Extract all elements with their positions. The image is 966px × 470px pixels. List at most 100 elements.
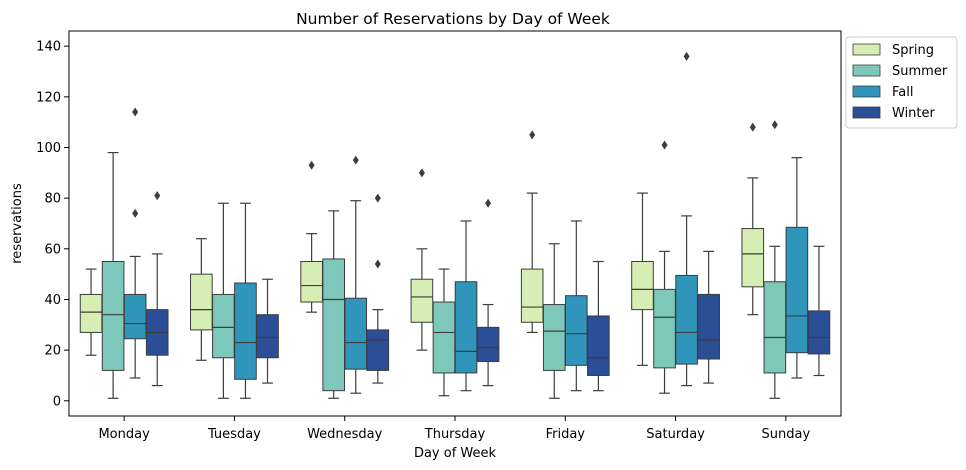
outlier-point: [683, 51, 690, 61]
box-spring-thursday: [410, 168, 434, 351]
box-iqr: [520, 268, 544, 323]
box-fall-saturday: [675, 51, 698, 387]
box-fall-thursday: [454, 220, 478, 392]
box-iqr: [542, 304, 566, 371]
box-iqr: [763, 281, 787, 374]
box-iqr: [101, 260, 125, 371]
box-iqr: [300, 260, 323, 303]
outlier-point: [661, 140, 668, 150]
series-spring: [79, 122, 765, 366]
box-iqr: [807, 310, 831, 355]
outlier-point: [132, 107, 139, 117]
y-tick-label: 100: [36, 141, 61, 156]
y-tick-label: 60: [44, 242, 61, 257]
legend: Spring Summer Fall Winter: [845, 36, 958, 129]
box-winter-saturday: [697, 250, 720, 384]
outlier-point: [154, 191, 161, 201]
x-tick-label: Wednesday: [307, 427, 383, 442]
box-summer-tuesday: [212, 202, 235, 399]
legend-label-winter: Winter: [892, 106, 936, 121]
outlier-point: [374, 193, 381, 203]
x-tick-label: Monday: [98, 427, 150, 442]
y-tick-label: 20: [44, 344, 61, 359]
box-winter-wednesday: [366, 193, 390, 384]
box-iqr: [410, 278, 434, 323]
series-fall: [123, 51, 809, 399]
plot-area: [79, 51, 831, 399]
x-axis: Monday Tuesday Wednesday Thursday Friday Satu…: [98, 416, 810, 442]
outlier-point: [418, 168, 425, 178]
box-iqr: [697, 293, 720, 360]
outlier-point: [132, 208, 139, 218]
box-iqr: [123, 293, 147, 340]
box-iqr: [322, 258, 345, 392]
x-tick-label: Friday: [546, 427, 586, 442]
legend-label-summer: Summer: [892, 64, 948, 79]
legend-label-fall: Fall: [892, 85, 913, 100]
box-iqr: [476, 326, 500, 363]
box-iqr: [675, 274, 698, 365]
box-iqr: [741, 228, 765, 288]
y-tick-label: 140: [36, 40, 61, 55]
box-spring-friday: [520, 130, 544, 334]
box-winter-sunday: [807, 245, 831, 377]
x-tick-label: Sunday: [762, 427, 811, 442]
legend-label-spring: Spring: [892, 43, 934, 58]
box-summer-wednesday: [322, 210, 345, 399]
box-iqr: [256, 314, 279, 359]
x-tick-label: Saturday: [646, 427, 705, 442]
y-tick-label: 80: [44, 192, 61, 207]
box-iqr: [565, 295, 588, 366]
box-spring-sunday: [741, 122, 765, 316]
box-iqr: [432, 301, 456, 374]
outlier-point: [374, 259, 381, 269]
box-summer-sunday: [763, 120, 787, 399]
box-iqr: [190, 273, 213, 331]
outlier-point: [749, 122, 756, 132]
box-winter-tuesday: [256, 278, 279, 384]
box-fall-wednesday: [344, 155, 368, 394]
legend-frame: [845, 36, 958, 129]
box-summer-saturday: [653, 140, 676, 394]
y-axis-title: reservations: [10, 183, 25, 264]
outlier-point: [771, 120, 778, 130]
box-iqr: [212, 293, 235, 359]
box-fall-friday: [565, 220, 588, 392]
outlier-point: [485, 198, 492, 208]
box-fall-monday: [123, 107, 147, 379]
series-summer: [101, 120, 787, 399]
legend-swatch-fall: [852, 85, 881, 98]
box-spring-tuesday: [190, 238, 213, 361]
y-tick-label: 0: [53, 394, 61, 409]
outlier-point: [352, 155, 359, 165]
box-summer-friday: [542, 243, 566, 399]
box-iqr: [587, 315, 610, 376]
y-axis: 0 20 40 60 80 100 120 140: [36, 40, 69, 409]
box-iqr: [631, 260, 654, 311]
box-iqr: [454, 281, 478, 374]
box-winter-monday: [145, 191, 169, 387]
legend-swatch-winter: [852, 106, 881, 119]
outlier-point: [529, 130, 536, 140]
y-tick-label: 40: [44, 293, 61, 308]
chart-title: Number of Reservations by Day of Week: [296, 10, 610, 28]
box-iqr: [344, 297, 368, 370]
box-winter-thursday: [476, 198, 500, 387]
x-tick-label: Thursday: [424, 427, 486, 442]
box-fall-sunday: [785, 157, 809, 379]
box-iqr: [785, 226, 809, 354]
box-spring-monday: [79, 268, 103, 356]
outlier-point: [308, 160, 315, 170]
box-fall-tuesday: [234, 202, 257, 399]
box-iqr: [234, 282, 257, 380]
box-spring-wednesday: [300, 160, 323, 313]
legend-swatch-spring: [852, 43, 881, 56]
box-iqr: [79, 293, 103, 333]
legend-swatch-summer: [852, 64, 881, 77]
x-axis-title: Day of Week: [414, 446, 497, 461]
box-summer-monday: [101, 151, 125, 399]
box-iqr: [366, 329, 390, 371]
series-winter: [145, 191, 831, 392]
box-spring-saturday: [631, 192, 654, 366]
